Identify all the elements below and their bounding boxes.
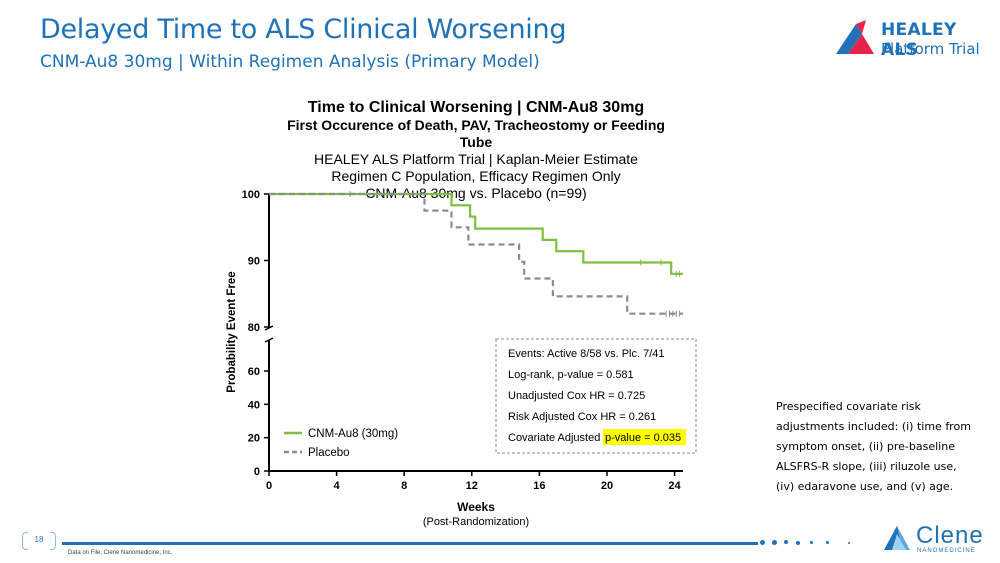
clene-logo-mark-icon (884, 526, 910, 550)
x-tick-label: 24 (668, 480, 681, 492)
chart-subtitle-4: CNM-Au8 30mg vs. Placebo (n=99) (365, 185, 587, 201)
x-tick-label: 20 (601, 480, 613, 492)
chart-subtitle-3: Regimen C Population, Efficacy Regimen O… (331, 168, 621, 184)
y-tick-label: 0 (254, 466, 260, 478)
placebo-curve (269, 192, 683, 315)
chart-header: Time to Clinical Worsening | CNM-Au8 30m… (276, 98, 676, 202)
cnm-au8-curve (269, 192, 683, 275)
pvalue-highlight (603, 429, 686, 445)
footer-copyright: Data on File, Clene Nanomedicine, Inc. (68, 550, 173, 556)
page-number: 18 (34, 535, 44, 544)
logo-line2: Platform Trial (881, 40, 980, 58)
axis-break-mark (264, 337, 274, 343)
y-tick-label: 90 (248, 256, 260, 268)
y-tick-label: 100 (242, 189, 260, 201)
footer-bar (62, 542, 758, 545)
stat-risk-adjusted-hr: Risk Adjusted Cox HR = 0.261 (508, 411, 656, 423)
y-axis-label: Probability Event Free (226, 271, 238, 392)
covariate-note: Prespecified covariate risk adjustments … (776, 400, 971, 493)
y-tick-label: 80 (248, 322, 260, 334)
page-bracket-left (22, 532, 28, 550)
x-tick-label: 12 (466, 480, 478, 492)
stat-unadjusted-hr: Unadjusted Cox HR = 0.725 (508, 390, 645, 402)
clene-logo: Clene NANOMEDICINE (882, 522, 994, 558)
y-tick-label: 40 (248, 399, 260, 411)
stat-events: Events: Active 8/58 vs. Plc. 7/41 (508, 348, 665, 360)
healey-als-logo: HEALEY ALS Platform Trial (836, 20, 996, 60)
chart-subtitle-1: First Occurence of Death, PAV, Tracheost… (287, 117, 665, 150)
x-tick-label: 8 (401, 480, 407, 492)
slide-title: Delayed Time to ALS Clinical Worsening (40, 14, 567, 45)
slide-subtitle: CNM-Au8 30mg | Within Regimen Analysis (… (40, 52, 540, 72)
stat-covariate-label: Covariate Adjusted (508, 432, 600, 444)
page-bracket-right (50, 532, 56, 550)
legend-label-placebo: Placebo (308, 447, 350, 459)
y-tick-label: 60 (248, 366, 260, 378)
x-tick-label: 16 (533, 480, 545, 492)
chart-title: Time to Clinical Worsening | CNM-Au8 30m… (307, 99, 645, 116)
clene-sub: NANOMEDICINE (917, 548, 976, 554)
x-tick-label: 4 (334, 480, 341, 492)
legend-label-cnm: CNM-Au8 (30mg) (308, 428, 398, 440)
x-tick-label: 0 (266, 480, 272, 492)
y-tick-label: 20 (248, 433, 260, 445)
chart-subtitle-2: HEALEY ALS Platform Trial | Kaplan-Meier… (314, 151, 638, 167)
stat-covariate-pvalue: p-value = 0.035 (605, 432, 681, 444)
x-axis-label: Weeks (457, 500, 495, 514)
axis-break-mark (264, 325, 274, 331)
healey-logo-mark-icon (836, 20, 874, 54)
stats-box: Events: Active 8/58 vs. Plc. 7/41 Log-ra… (495, 338, 697, 454)
stat-logrank: Log-rank, p-value = 0.581 (508, 369, 634, 381)
clene-word: Clene (916, 522, 984, 549)
x-axis-sublabel: (Post-Randomization) (423, 516, 529, 528)
logo-line1: HEALEY ALS (881, 20, 957, 60)
